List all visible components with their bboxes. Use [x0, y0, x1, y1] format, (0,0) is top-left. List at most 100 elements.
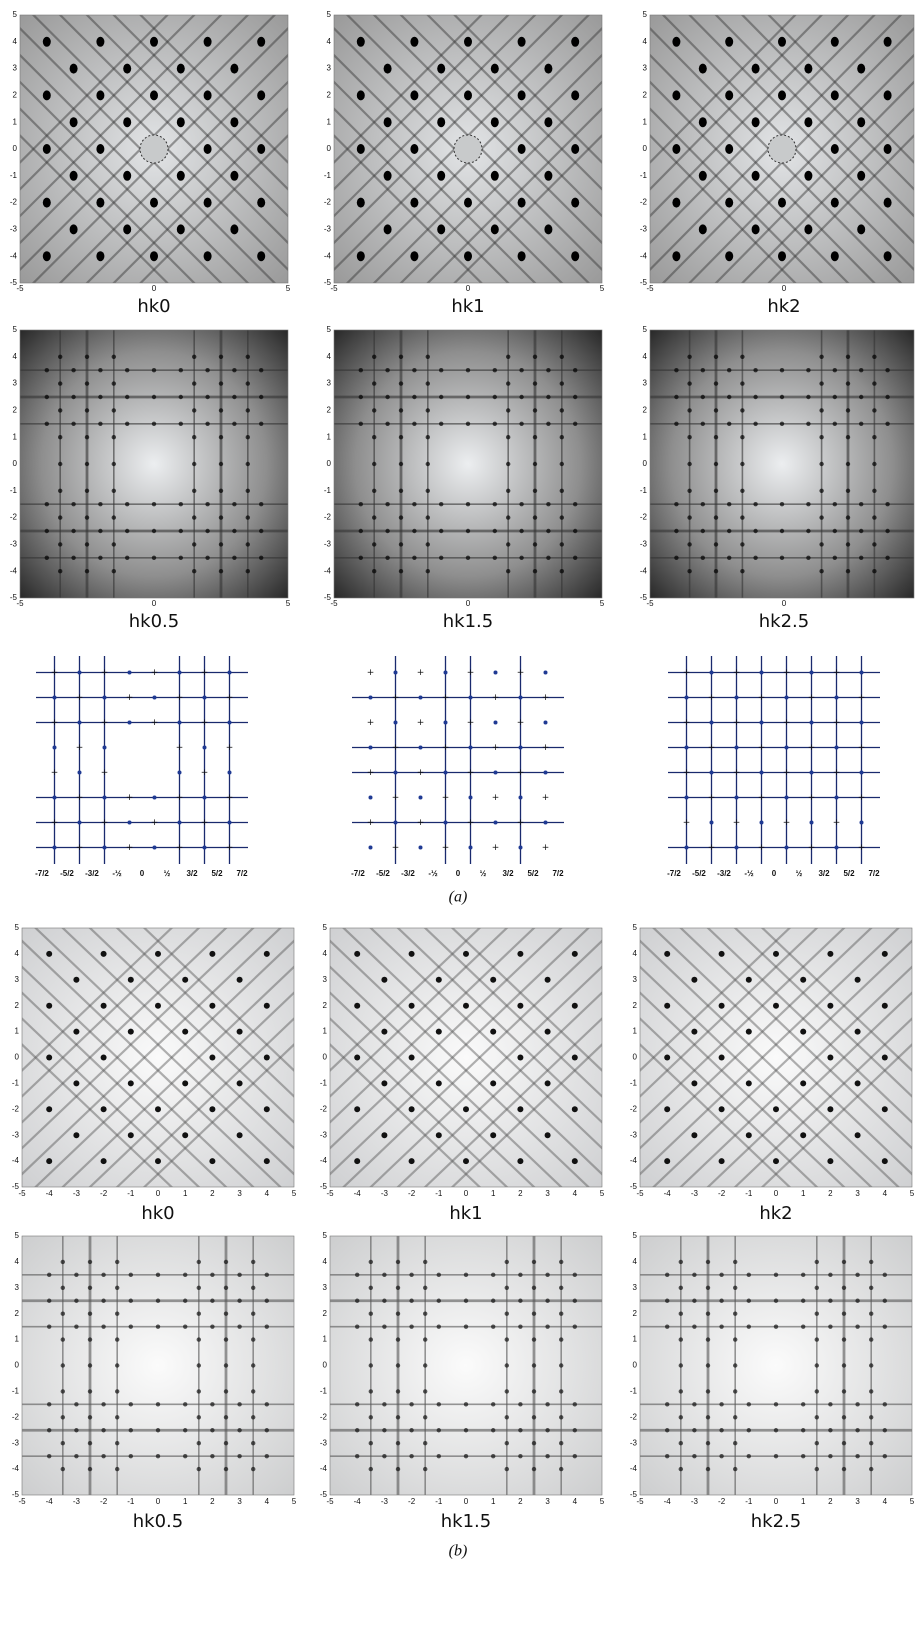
diffuse-spot: [706, 1286, 710, 1290]
diffuse-spot: [409, 1299, 413, 1303]
schematic-dot: [203, 846, 207, 850]
diffuse-spot: [532, 1286, 536, 1290]
schematic-cross: +: [201, 668, 209, 678]
bragg-spot: [544, 117, 552, 127]
x-tick-label: -4: [46, 1189, 54, 1198]
bragg-spot: [410, 144, 418, 154]
bragg-spot: [672, 251, 680, 261]
diffuse-spot: [559, 1260, 563, 1264]
bragg-spot: [725, 198, 733, 208]
diffuse-spot: [71, 556, 75, 560]
diffuse-spot: [842, 1363, 846, 1367]
diffuse-spot: [774, 1454, 778, 1458]
bragg-spot: [518, 144, 526, 154]
schematic-dot: [228, 721, 232, 725]
diffuse-spot: [98, 422, 102, 426]
bragg-spot: [155, 1003, 161, 1009]
bragg-spot: [257, 198, 265, 208]
bragg-spot: [831, 198, 839, 208]
x-tick-label: -5: [646, 284, 654, 293]
schematic-cross: +: [176, 793, 184, 803]
bragg-spot: [409, 1055, 415, 1061]
diffuse-spot: [706, 1337, 710, 1341]
x-tick-label: -1: [127, 1497, 135, 1506]
diffuse-spot: [573, 556, 577, 560]
panel-label: hk0: [141, 1203, 174, 1224]
y-tick-label: 5: [15, 1231, 20, 1240]
schematic-dot: [760, 671, 764, 675]
diffuse-spot: [833, 422, 837, 426]
diffuse-spot: [183, 1299, 187, 1303]
schematic-cross: +: [492, 743, 500, 753]
schematic-cross: +: [367, 718, 375, 728]
diffuse-spot: [74, 1299, 78, 1303]
diffuse-spot: [883, 1273, 887, 1277]
diffuse-spot: [545, 1402, 549, 1406]
diffuse-spot: [546, 529, 550, 533]
diffuse-spot: [423, 1441, 427, 1445]
diffuse-spot: [246, 435, 250, 439]
y-tick-label: -3: [630, 1130, 638, 1139]
diffuse-spot: [815, 1363, 819, 1367]
bragg-spot: [752, 171, 760, 181]
y-tick-label: 4: [323, 1257, 328, 1266]
diffuse-spot: [719, 1299, 723, 1303]
panel-label: hk1: [451, 296, 484, 317]
diffuse-spot: [372, 408, 376, 412]
schematic-tick-label: -5/2: [692, 869, 706, 878]
diffuse-spot: [464, 1324, 468, 1328]
diffuse-spot: [45, 368, 49, 372]
bragg-spot: [101, 1106, 107, 1112]
diffuse-spot: [399, 542, 403, 546]
schematic-cross: +: [708, 743, 716, 753]
diffuse-spot: [855, 1273, 859, 1277]
x-tick-label: 2: [518, 1497, 523, 1506]
diffuse-spot: [559, 1441, 563, 1445]
diffuse-spot: [359, 368, 363, 372]
bragg-spot: [437, 171, 445, 181]
bragg-spot: [354, 1003, 360, 1009]
diffuse-spot: [532, 1389, 536, 1393]
bragg-spot: [128, 977, 134, 983]
diffuse-spot: [423, 1337, 427, 1341]
schematic-tick-label: 0: [140, 869, 145, 878]
schematic-cross: +: [442, 793, 450, 803]
bragg-spot: [800, 1029, 806, 1035]
diffuse-spot: [801, 1324, 805, 1328]
diffuse-spot: [101, 1454, 105, 1458]
pattern-panel: [650, 330, 914, 598]
diffuse-spot: [532, 1415, 536, 1419]
schematic-dot: [785, 746, 789, 750]
bragg-spot: [545, 1029, 551, 1035]
diffuse-spot: [197, 1467, 201, 1471]
bragg-spot: [437, 117, 445, 127]
diffuse-spot: [819, 489, 823, 493]
schematic-tick-label: 5/2: [843, 869, 855, 878]
schematic-cross: +: [51, 818, 59, 828]
diffuse-spot: [45, 395, 49, 399]
diffuse-spot: [493, 368, 497, 372]
bragg-spot: [384, 171, 392, 181]
diffuse-spot: [409, 1454, 413, 1458]
x-tick-label: -2: [100, 1189, 108, 1198]
bragg-spot: [778, 251, 786, 261]
diffuse-spot: [61, 1441, 65, 1445]
diffuse-spot: [183, 1454, 187, 1458]
diffuse-spot: [412, 529, 416, 533]
x-tick-label: -3: [73, 1189, 81, 1198]
diffuse-spot: [439, 502, 443, 506]
bragg-spot: [725, 90, 733, 100]
diffuse-spot: [740, 489, 744, 493]
bragg-spot: [464, 37, 472, 47]
diffuse-spot: [251, 1363, 255, 1367]
x-tick-label: 4: [573, 1189, 578, 1198]
diffuse-spot: [493, 422, 497, 426]
bragg-spot: [518, 90, 526, 100]
schematic-dot: [469, 796, 473, 800]
bragg-spot: [357, 198, 365, 208]
bragg-spot: [237, 1132, 243, 1138]
bragg-spot: [491, 117, 499, 127]
schematic-dot: [103, 746, 107, 750]
y-tick-label: -3: [10, 225, 18, 234]
diffuse-spot: [560, 408, 564, 412]
